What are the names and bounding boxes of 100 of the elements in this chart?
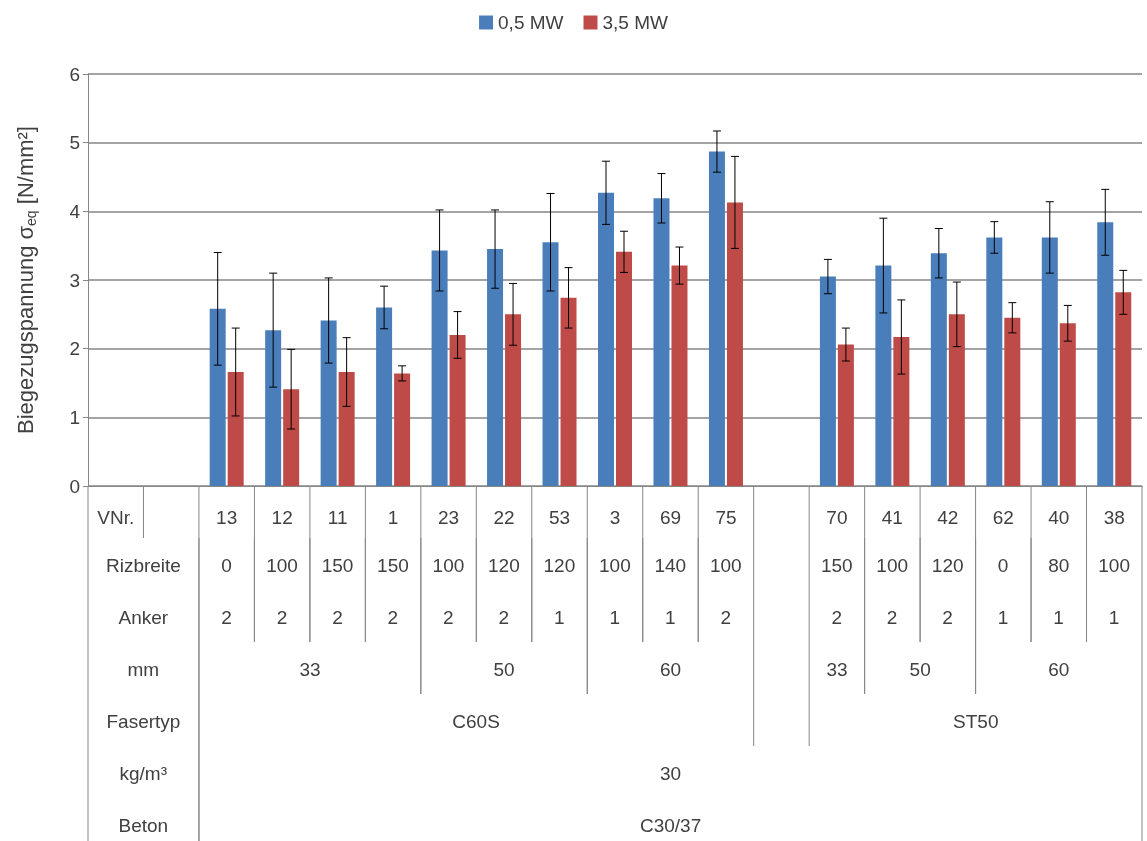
- text: 2: [221, 607, 232, 629]
- text: 150: [321, 555, 354, 577]
- bar: [837, 344, 854, 486]
- text: 80: [1048, 555, 1070, 577]
- bar: [875, 265, 892, 486]
- x-tick-label: 62: [992, 507, 1014, 528]
- x-tick-label: 1: [387, 507, 399, 528]
- bar: [431, 250, 448, 486]
- text: 2: [886, 607, 898, 629]
- y-tick-label: 6: [69, 63, 80, 85]
- bar: [1041, 237, 1058, 486]
- text: 100: [1098, 555, 1130, 577]
- x-tick-label: 42: [937, 507, 959, 528]
- bar: [726, 202, 743, 486]
- text: Anker: [118, 607, 169, 629]
- text: 120: [488, 555, 520, 577]
- text: 1: [664, 607, 676, 629]
- text: 0: [221, 555, 232, 577]
- text: 50: [493, 659, 515, 681]
- text: 100: [876, 555, 909, 577]
- bar: [948, 314, 965, 486]
- text: 0: [997, 555, 1009, 577]
- x-tick-label: 12: [271, 507, 293, 528]
- text: 100: [432, 555, 465, 577]
- text: 2: [720, 607, 732, 629]
- bar: [209, 308, 226, 486]
- bar: [930, 253, 947, 486]
- x-tick-label: 70: [826, 507, 848, 528]
- bar: [487, 249, 504, 486]
- text: 1: [554, 607, 565, 629]
- bar: [671, 265, 688, 486]
- text: mm: [127, 659, 160, 681]
- bar: [394, 373, 411, 486]
- bar: [1004, 317, 1021, 486]
- bar: [560, 297, 577, 486]
- x-tick-label: 41: [881, 507, 903, 528]
- bar: [598, 192, 614, 486]
- x-tick-label: 23: [438, 507, 460, 528]
- text: ST50: [953, 711, 999, 733]
- text: 1: [609, 607, 621, 629]
- text: 2: [332, 607, 343, 629]
- x-tick-label: 75: [715, 507, 737, 528]
- text: 100: [709, 555, 742, 577]
- text: 150: [820, 555, 853, 577]
- bar: [376, 307, 393, 486]
- bar: [449, 334, 466, 486]
- y-tick-label: 5: [69, 132, 80, 154]
- text: Rizbreite: [105, 555, 181, 577]
- text: C60S: [452, 711, 500, 733]
- text: 120: [543, 555, 576, 577]
- bar: [338, 372, 355, 486]
- bar: [320, 320, 337, 486]
- bar: [708, 151, 725, 486]
- text: 2: [276, 607, 288, 629]
- bar: [893, 336, 910, 486]
- text: 140: [654, 555, 687, 577]
- text: 2: [942, 607, 953, 629]
- text: 2: [498, 607, 510, 629]
- text: 30: [659, 763, 682, 785]
- x-tick-label: 38: [1103, 507, 1125, 528]
- text: 33: [299, 659, 321, 681]
- y-tick-label: 0: [69, 475, 80, 497]
- bar: [505, 314, 522, 486]
- text: C30/37: [639, 815, 702, 837]
- text: 60: [1048, 659, 1070, 681]
- x-tick-label: 53: [548, 507, 571, 528]
- legend-label: 0,5 MW: [498, 12, 564, 33]
- bar: [227, 372, 244, 486]
- y-tick-label: 3: [69, 269, 80, 291]
- text: 60: [659, 659, 682, 681]
- bar: [1115, 292, 1132, 486]
- bar: [653, 198, 670, 486]
- x-tick-label: 69: [659, 507, 682, 528]
- x-tick-label: 22: [493, 507, 515, 528]
- bar: [1059, 323, 1076, 486]
- text: Fasertyp: [106, 711, 181, 733]
- text: 2: [831, 607, 842, 629]
- text: 2: [387, 607, 399, 629]
- y-tick-label: 4: [69, 200, 81, 222]
- text: 2: [443, 607, 454, 629]
- text: 1: [1108, 607, 1120, 629]
- text: 150: [377, 555, 409, 577]
- y-tick-label: 2: [69, 338, 80, 360]
- bar: [819, 276, 836, 486]
- text: 1: [997, 607, 1009, 629]
- text: 100: [266, 555, 298, 577]
- bar: [283, 389, 300, 486]
- x-tick-label: 13: [216, 507, 238, 528]
- x-tick-label: VNr.: [97, 507, 135, 528]
- text: Beton: [118, 815, 169, 837]
- bar: [986, 237, 1003, 486]
- text: 33: [826, 659, 848, 681]
- text: 100: [599, 555, 631, 577]
- text: 1: [1053, 607, 1064, 629]
- bar: [265, 330, 282, 486]
- y-tick-label: 1: [69, 406, 80, 428]
- bar: [616, 251, 632, 486]
- y-axis-title: Biegezugspannung σeq [N/mm²]: [12, 126, 39, 434]
- x-tick-label: 40: [1048, 507, 1070, 528]
- bar: [542, 242, 559, 486]
